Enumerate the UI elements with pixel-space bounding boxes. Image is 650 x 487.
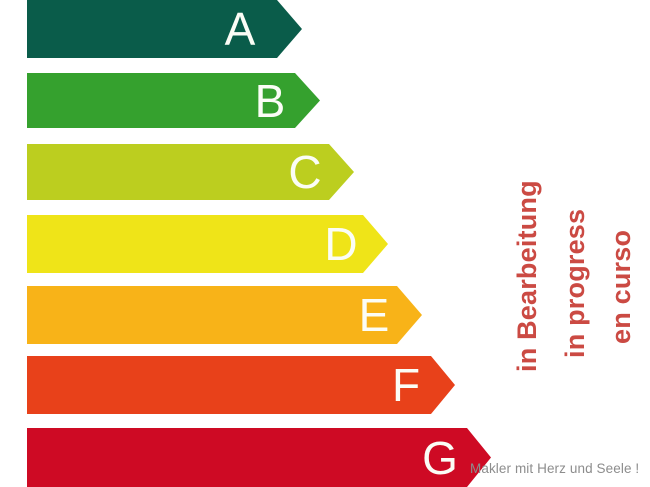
bar-arrow-b	[27, 73, 320, 128]
bar-arrow-shape	[27, 428, 491, 487]
energy-class-bar-d: D	[27, 215, 388, 273]
energy-class-bar-g: G	[27, 428, 491, 487]
status-text-line-1: in Bearbeitung	[512, 180, 542, 372]
bar-arrow-shape	[27, 286, 422, 344]
bar-arrow-f	[27, 356, 455, 414]
energy-class-bar-c: C	[27, 144, 354, 200]
energy-class-bar-f: F	[27, 356, 455, 414]
status-text-line-3: en curso	[606, 229, 636, 344]
bar-arrow-shape	[27, 73, 320, 128]
energy-class-bar-e: E	[27, 286, 422, 344]
bar-arrow-shape	[27, 356, 455, 414]
bar-arrow-shape	[27, 215, 388, 273]
bar-arrow-c	[27, 144, 354, 200]
energy-class-bar-a: A	[27, 0, 302, 58]
bar-arrow-shape	[27, 0, 302, 58]
bar-arrow-g	[27, 428, 491, 487]
energy-class-bar-b: B	[27, 73, 320, 128]
bar-arrow-e	[27, 286, 422, 344]
footer-slogan: Makler mit Herz und Seele !	[470, 461, 640, 476]
bar-arrow-shape	[27, 144, 354, 200]
status-text-line-2: in progress	[560, 208, 590, 358]
bar-arrow-d	[27, 215, 388, 273]
bar-arrow-a	[27, 0, 302, 58]
